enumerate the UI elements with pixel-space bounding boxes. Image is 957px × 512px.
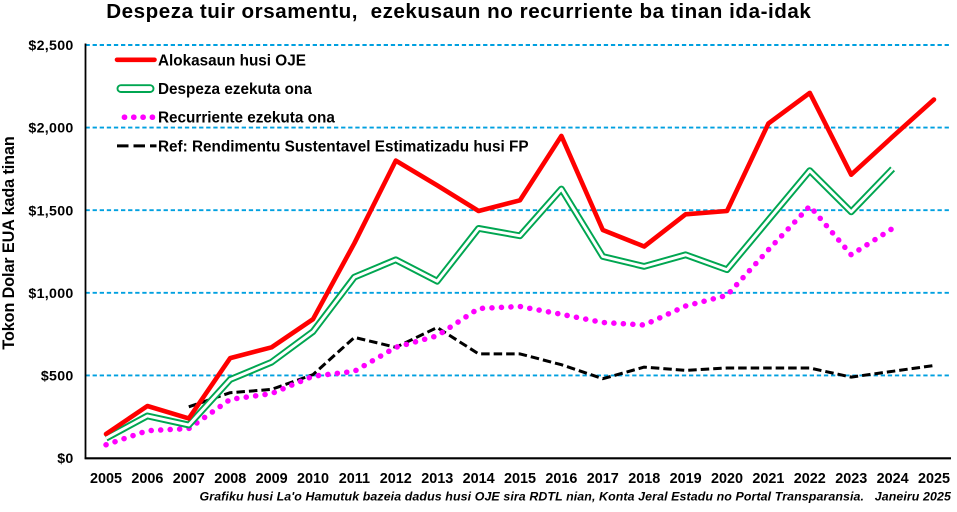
svg-text:$2,500: $2,500 <box>28 38 73 54</box>
svg-text:2025: 2025 <box>918 471 950 487</box>
svg-text:Despeza tuir orsamentu, ezeku: Despeza tuir orsamentu, ezekusaun no rec… <box>106 0 811 23</box>
svg-text:2006: 2006 <box>131 471 163 487</box>
svg-text:Ref: Rendimentu Sustentavel Es: Ref: Rendimentu Sustentavel Estimatizadu… <box>158 138 529 155</box>
svg-text:2011: 2011 <box>339 471 370 487</box>
svg-text:Tokon Dolar EUA kada tinan: Tokon Dolar EUA kada tinan <box>0 136 18 349</box>
svg-text:2024: 2024 <box>877 471 909 487</box>
svg-text:$1,000: $1,000 <box>28 286 73 302</box>
svg-text:2023: 2023 <box>835 471 867 487</box>
svg-text:2012: 2012 <box>380 471 412 487</box>
svg-text:2005: 2005 <box>90 471 122 487</box>
svg-text:Alokasaun husi OJE: Alokasaun husi OJE <box>158 52 306 69</box>
svg-text:2014: 2014 <box>463 471 495 487</box>
svg-text:2008: 2008 <box>214 471 246 487</box>
svg-text:2022: 2022 <box>794 471 826 487</box>
svg-text:2019: 2019 <box>670 471 702 487</box>
svg-text:2017: 2017 <box>587 471 619 487</box>
svg-text:2021: 2021 <box>752 471 784 487</box>
svg-text:2010: 2010 <box>297 471 329 487</box>
svg-text:Despeza ezekuta ona: Despeza ezekuta ona <box>158 81 312 98</box>
svg-text:$2,000: $2,000 <box>28 121 73 137</box>
svg-text:Grafiku husi La'o Hamutuk baze: Grafiku husi La'o Hamutuk bazeia dadus h… <box>200 490 952 504</box>
svg-text:2018: 2018 <box>628 471 660 487</box>
svg-text:2013: 2013 <box>421 471 453 487</box>
svg-text:Recurriente ezekuta ona: Recurriente ezekuta ona <box>158 110 335 127</box>
svg-text:2020: 2020 <box>711 471 743 487</box>
svg-text:$500: $500 <box>41 369 74 385</box>
svg-text:2016: 2016 <box>545 471 577 487</box>
svg-text:$1,500: $1,500 <box>28 203 73 219</box>
svg-text:2007: 2007 <box>173 471 205 487</box>
svg-text:$0: $0 <box>57 451 73 467</box>
svg-text:2015: 2015 <box>504 471 536 487</box>
svg-text:2009: 2009 <box>256 471 288 487</box>
